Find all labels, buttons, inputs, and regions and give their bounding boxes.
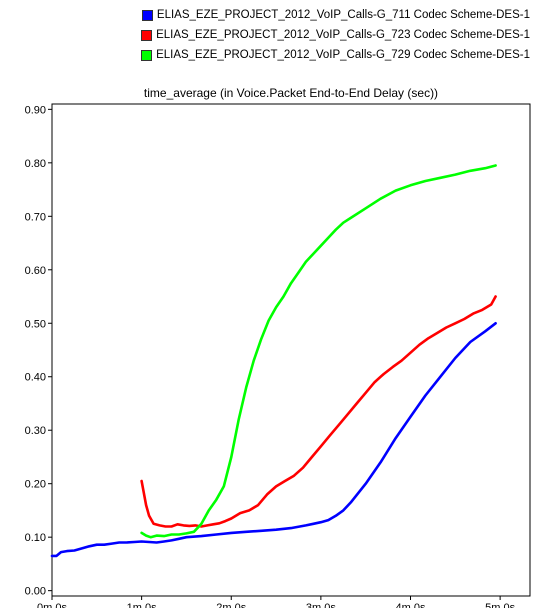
legend-item-g711: ELIAS_EZE_PROJECT_2012_VoIP_Calls-G_711 … [141, 6, 530, 24]
legend-item-g729: ELIAS_EZE_PROJECT_2012_VoIP_Calls-G_729 … [141, 46, 530, 64]
y-tick-label-3: 0.30 [25, 425, 46, 437]
y-tick-label-1: 0.10 [25, 532, 46, 544]
x-tick-label-4: 4m 0s [396, 602, 426, 608]
y-tick-label-2: 0.20 [25, 479, 46, 491]
legend-label-g723: ELIAS_EZE_PROJECT_2012_VoIP_Calls-G_723 … [156, 29, 530, 41]
chart-title: time_average (in Voice.Packet End-to-End… [143, 86, 439, 100]
legend-label-g729: ELIAS_EZE_PROJECT_2012_VoIP_Calls-G_729 … [156, 49, 530, 61]
legend-swatch-g723 [141, 29, 153, 41]
legend-swatch-g711 [141, 9, 153, 21]
legend-item-g723: ELIAS_EZE_PROJECT_2012_VoIP_Calls-G_723 … [141, 26, 530, 44]
y-tick-label-6: 0.60 [25, 265, 46, 277]
y-tick-label-5: 0.50 [25, 318, 46, 330]
y-tick-label-8: 0.80 [25, 158, 46, 170]
x-tick-label-3: 3m 0s [306, 602, 336, 608]
x-tick-label-2: 2m 0s [216, 602, 246, 608]
series-line-g729 [140, 164, 497, 539]
series-line-g723 [140, 295, 497, 528]
x-tick-label-5: 5m 0s [485, 602, 515, 608]
legend-label-g711: ELIAS_EZE_PROJECT_2012_VoIP_Calls-G_711 … [156, 9, 530, 21]
x-tick-label-1: 1m 0s [127, 602, 157, 608]
legend-swatch-g729 [141, 49, 153, 61]
series-line-g711 [50, 321, 497, 558]
plot-frame [51, 103, 531, 597]
x-tick-label-0: 0m 0s [37, 602, 67, 608]
y-tick-label-9: 0.90 [25, 104, 46, 116]
y-tick-label-7: 0.70 [25, 211, 46, 223]
y-tick-label-4: 0.40 [25, 372, 46, 384]
y-tick-label-0: 0.00 [25, 586, 46, 598]
